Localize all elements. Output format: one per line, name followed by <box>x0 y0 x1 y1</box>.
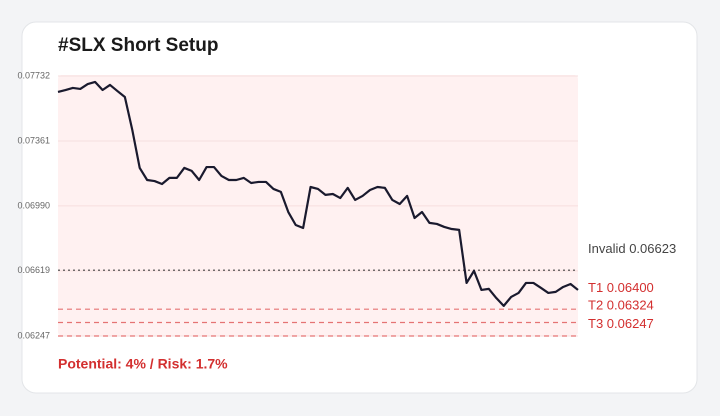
level-value: 0.06400 <box>607 281 654 296</box>
price-line <box>57 80 579 307</box>
chart-title: #SLX Short Setup <box>58 35 218 56</box>
y-tick-label: 0.06247 <box>17 330 50 340</box>
level-name: T1 <box>588 281 603 296</box>
level-label: T1 0.06400 <box>588 281 654 296</box>
level-label: T2 0.06324 <box>588 298 654 313</box>
level-name: T3 <box>588 316 603 331</box>
y-tick-label: 0.07361 <box>17 135 50 145</box>
footer: Potential: 4% / Risk: 1.7% <box>58 356 228 372</box>
y-tick-label: 0.06619 <box>17 265 50 275</box>
level-value: 0.06623 <box>629 242 676 257</box>
y-tick-label: 0.07732 <box>17 70 50 80</box>
level-name: T2 <box>588 298 603 313</box>
level-value: 0.06324 <box>607 298 654 313</box>
y-tick-label: 0.06990 <box>17 200 50 210</box>
level-label: T3 0.06247 <box>588 316 654 331</box>
level-label: Invalid 0.06623 <box>588 242 676 257</box>
level-name: Invalid <box>588 242 626 257</box>
level-value: 0.06247 <box>607 316 654 331</box>
